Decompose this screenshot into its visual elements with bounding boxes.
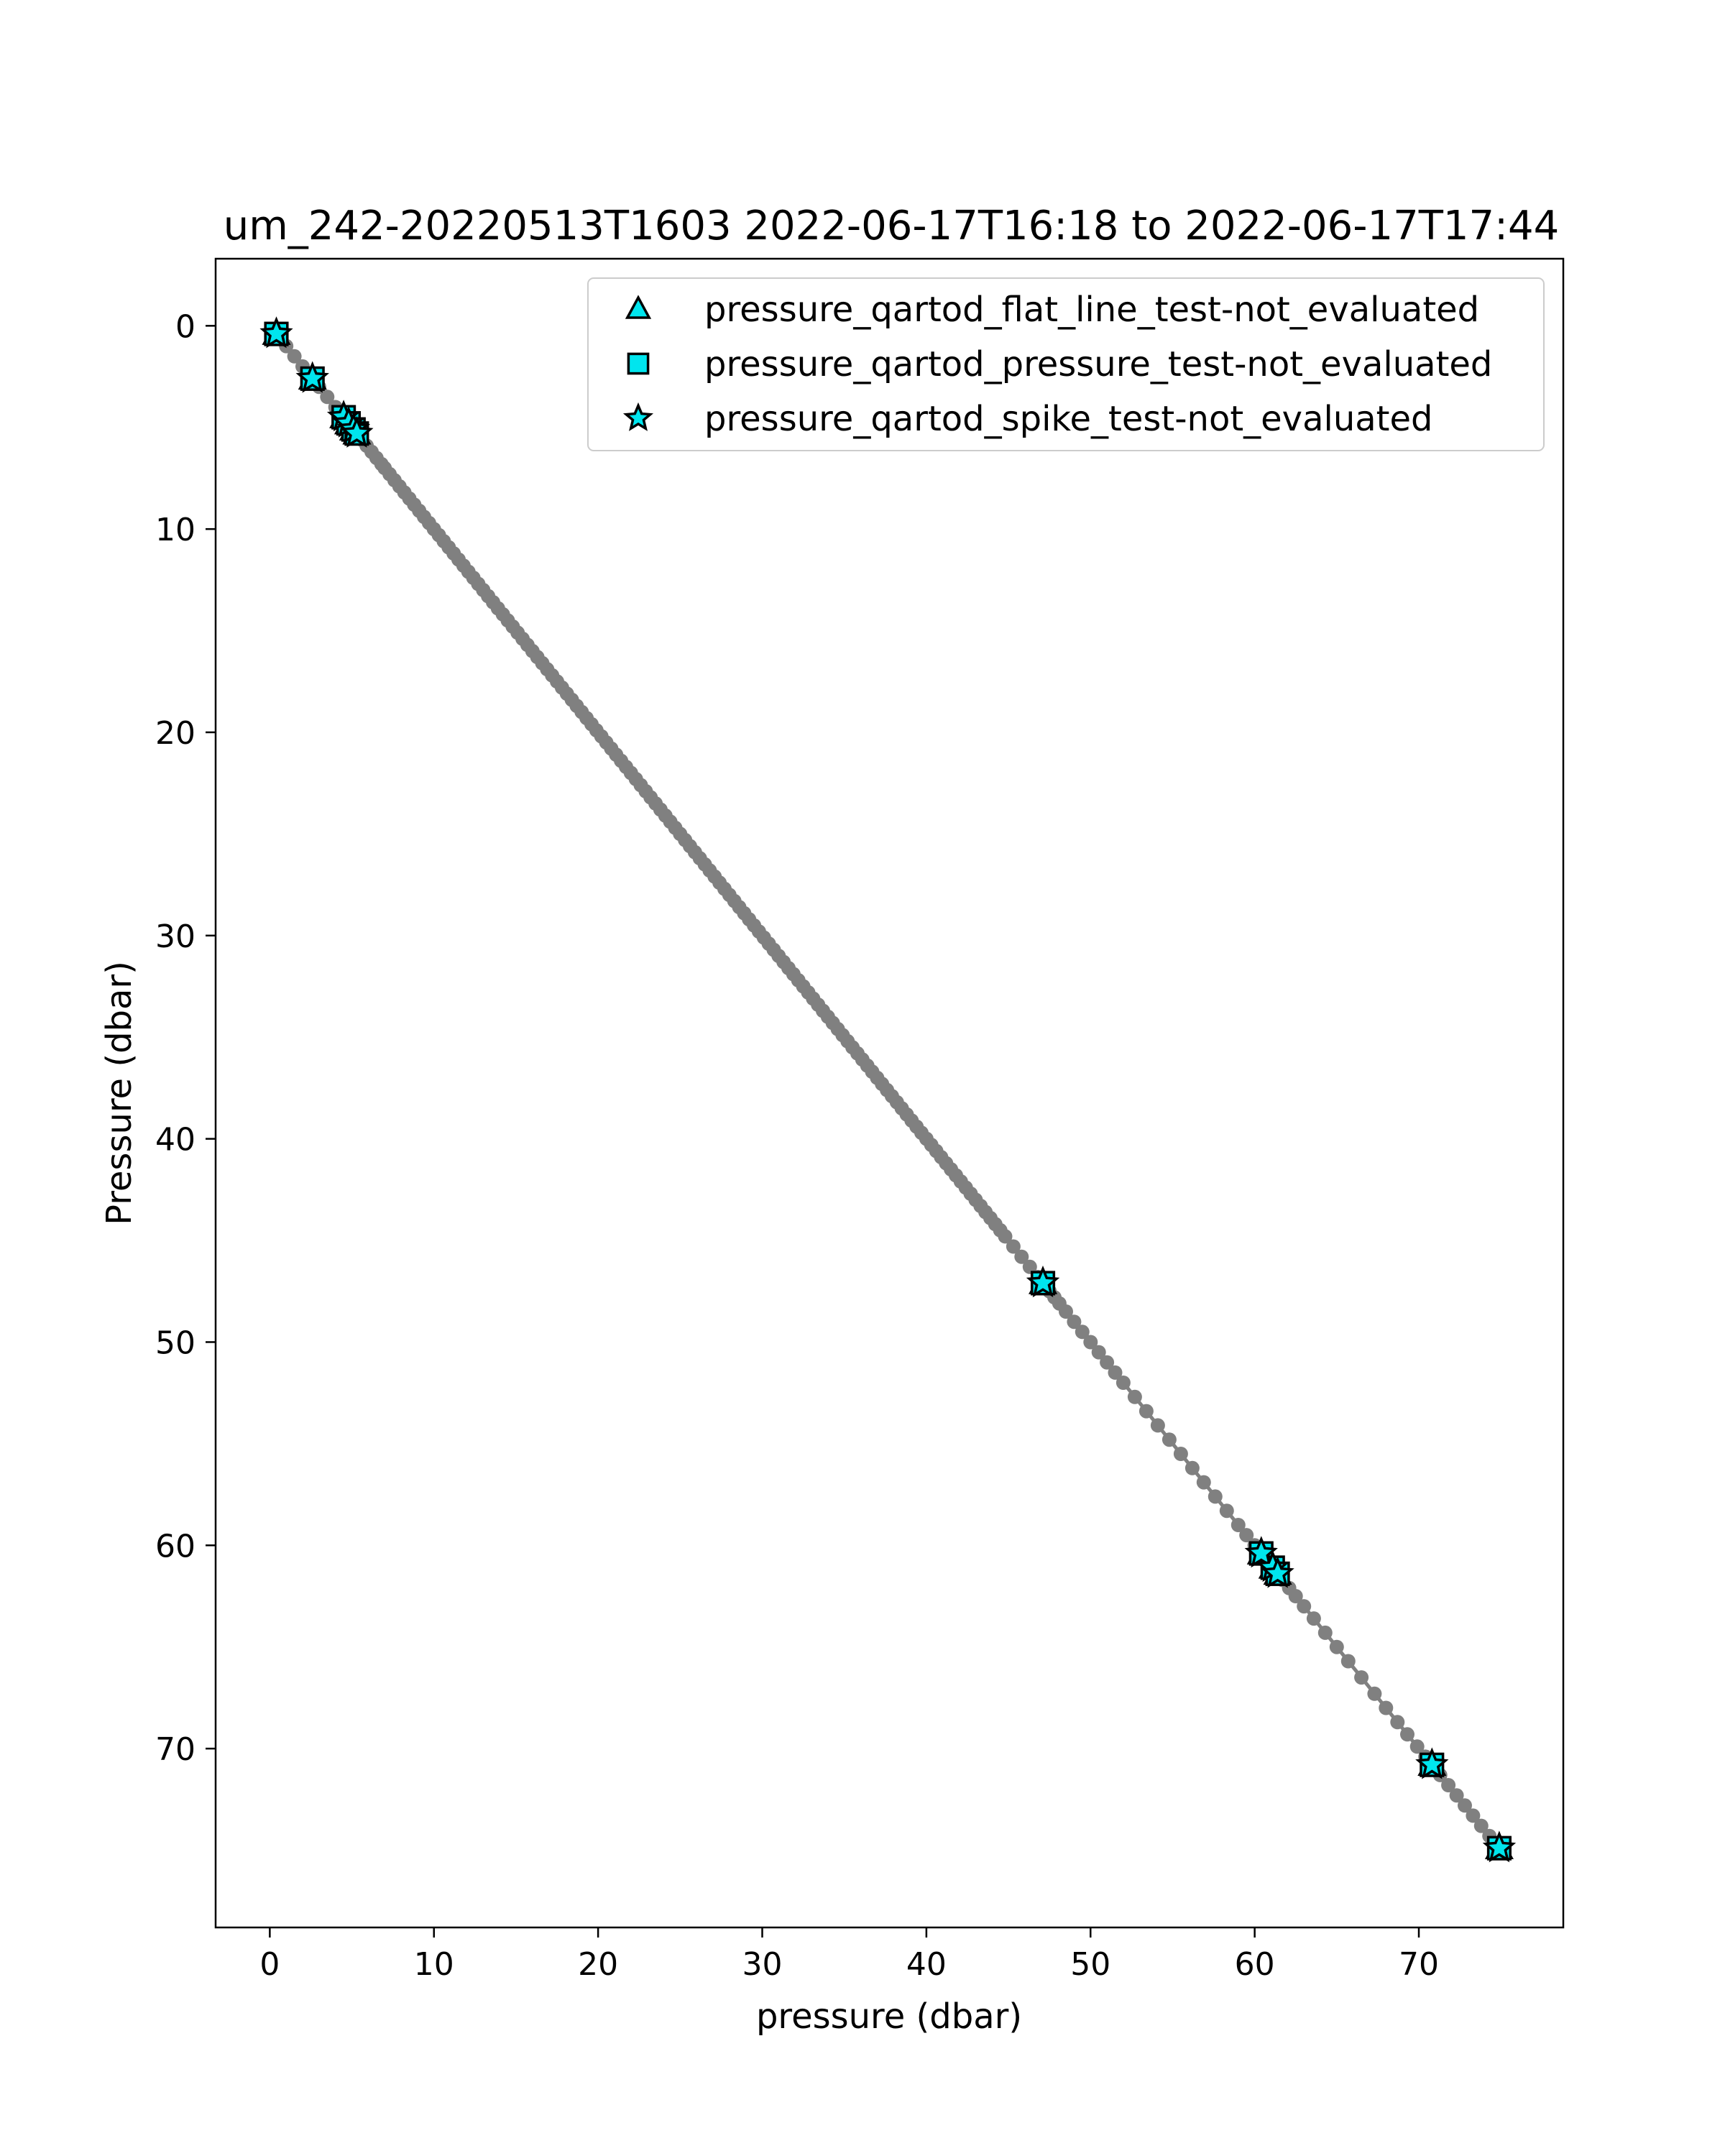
pressure-point	[1239, 1528, 1254, 1543]
pressure-point	[1067, 1314, 1082, 1330]
y-axis: 0 10 20 30 40 50 60 70	[155, 308, 216, 1768]
pressure-point	[1162, 1432, 1177, 1447]
pressure-point	[1059, 1304, 1073, 1319]
pressure-point	[1458, 1798, 1472, 1813]
star-marker	[340, 415, 374, 448]
pressure-point	[1014, 1249, 1029, 1264]
x-tick-label: 70	[1399, 1946, 1439, 1983]
legend-entry-label: pressure_qartod_spike_test-not_evaluated	[704, 399, 1432, 439]
y-tick-label: 20	[155, 715, 196, 752]
pressure-point	[1150, 1418, 1165, 1433]
star-marker	[1244, 1536, 1278, 1568]
legend: pressure_qartod_flat_line_test-not_evalu…	[587, 277, 1545, 451]
x-axis-label: pressure (dbar)	[756, 1996, 1022, 2037]
star-marker	[1482, 1830, 1517, 1863]
pressure-point	[320, 390, 335, 405]
pressure-point	[1083, 1335, 1098, 1350]
x-tick-label: 0	[259, 1946, 280, 1983]
plot-area	[214, 257, 1565, 1929]
pressure-point	[1219, 1503, 1234, 1519]
y-tick-label: 30	[155, 918, 196, 955]
pressure-point	[1466, 1808, 1481, 1823]
star-marker	[1415, 1747, 1449, 1779]
pressure-point	[1379, 1700, 1394, 1715]
pressure-point	[1473, 1818, 1489, 1833]
pressure-point	[1196, 1475, 1211, 1490]
star-marker	[259, 316, 293, 349]
pressure-point	[1306, 1611, 1321, 1626]
pressure-point	[1138, 1404, 1154, 1419]
pressure-point	[1006, 1239, 1021, 1254]
y-tick-label: 50	[155, 1325, 196, 1361]
pressure-point	[998, 1229, 1013, 1244]
pressure-point	[1127, 1389, 1142, 1404]
pressure-point	[1354, 1670, 1369, 1685]
pressure-point	[1173, 1447, 1188, 1461]
x-tick-label: 30	[742, 1946, 783, 1983]
y-axis-label: Pressure (dbar)	[99, 961, 139, 1225]
y-tick-label: 10	[155, 512, 196, 548]
y-tick-label: 70	[155, 1731, 196, 1768]
pressure-point	[1297, 1599, 1312, 1614]
legend-entry-label: pressure_qartod_flat_line_test-not_evalu…	[704, 290, 1479, 330]
x-axis: 0 10 20 30 40 50 60 70	[259, 1927, 1439, 1983]
pressure-point	[1329, 1639, 1344, 1654]
star-marker	[1261, 1556, 1294, 1588]
pressure-point	[1288, 1589, 1303, 1603]
pressure-point	[1409, 1739, 1425, 1754]
pressure-point	[1208, 1489, 1223, 1504]
pressure-point	[1100, 1355, 1115, 1370]
pressure-point	[1075, 1325, 1090, 1340]
legend-triangle-marker	[625, 295, 652, 319]
legend-box	[587, 277, 1545, 451]
x-tick-label: 20	[578, 1946, 618, 1983]
pressure-point	[1108, 1365, 1123, 1380]
pressure-point	[1390, 1715, 1405, 1730]
x-tick-label: 10	[414, 1946, 454, 1983]
star-marker	[1026, 1266, 1060, 1298]
star-marker	[295, 361, 329, 393]
pressure-point	[1449, 1788, 1464, 1803]
axes-frame	[214, 257, 1565, 1929]
y-tick-label: 40	[155, 1122, 196, 1158]
x-tick-label: 40	[906, 1946, 947, 1983]
chart-title: um_242-20220513T1603 2022-06-17T16:18 to…	[224, 203, 1560, 249]
pressure-point	[1340, 1654, 1356, 1669]
legend-entry-label: pressure_qartod_pressure_test-not_evalua…	[704, 344, 1492, 384]
pressure-point	[1230, 1518, 1246, 1532]
pressure-point	[1091, 1345, 1106, 1360]
legend-square-marker	[627, 352, 650, 375]
legend-entries: pressure_qartod_flat_line_test-not_evalu…	[622, 290, 1492, 439]
pressure-point	[1400, 1727, 1414, 1742]
y-tick-label: 60	[155, 1528, 196, 1565]
pressure-point	[1367, 1686, 1382, 1701]
y-tick-label: 0	[175, 308, 196, 345]
pressure-point	[1184, 1460, 1200, 1475]
x-tick-label: 50	[1070, 1946, 1110, 1983]
legend-star-marker	[622, 402, 654, 431]
x-tick-label: 60	[1235, 1946, 1275, 1983]
series-layer	[259, 316, 1517, 1863]
pressure-point	[287, 349, 302, 364]
pressure-point	[1022, 1259, 1037, 1274]
pressure-point	[1441, 1778, 1456, 1792]
pressure-point	[1317, 1625, 1333, 1640]
pressure-point	[1116, 1376, 1131, 1390]
